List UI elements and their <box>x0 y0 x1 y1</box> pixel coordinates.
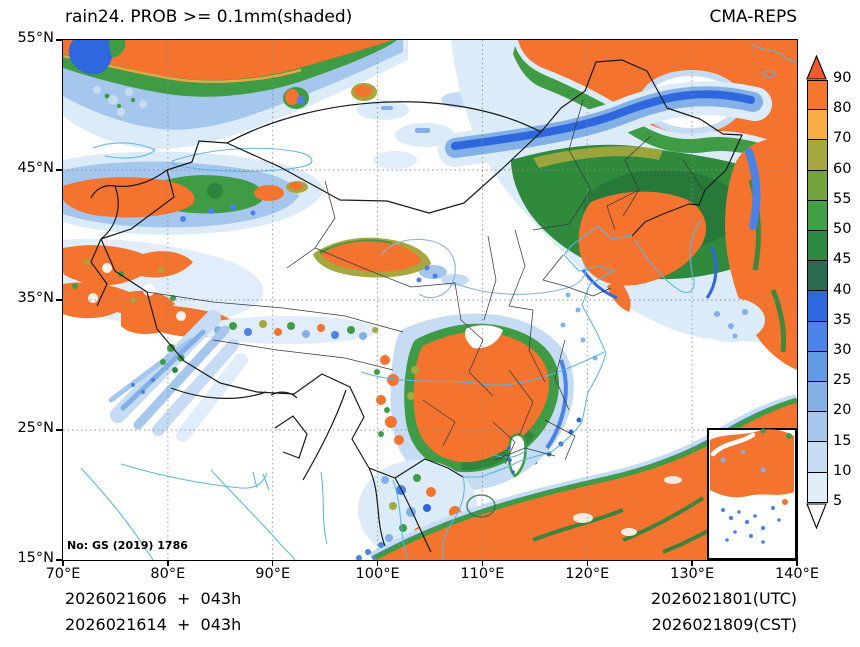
colorbar-tick-label: 20 <box>833 402 852 419</box>
colorbar-cell <box>808 261 827 292</box>
coastline-river-lines <box>80 43 797 560</box>
colorbar-cell <box>808 80 827 111</box>
colorbar-cell <box>808 140 827 171</box>
colorbar-cell <box>808 442 827 473</box>
colorbar-cell <box>808 110 827 141</box>
colorbar-tick-label: 5 <box>833 493 843 509</box>
x-tick-mark <box>272 560 274 566</box>
x-tick-label: 120°E <box>565 566 610 582</box>
south-china-sea-inset <box>707 428 797 560</box>
colorbar-tick-label: 70 <box>833 130 852 147</box>
x-tick-label: 140°E <box>774 566 820 582</box>
colorbar-cell <box>808 231 827 262</box>
y-tick-label: 55°N <box>17 30 54 46</box>
y-tick-label: 35°N <box>17 290 54 306</box>
x-tick-mark <box>167 560 169 566</box>
colorbar-cell <box>808 170 827 201</box>
x-tick-label: 130°E <box>670 566 715 582</box>
y-tick-mark <box>56 169 62 171</box>
national-border-lines <box>90 59 743 553</box>
x-tick-label: 110°E <box>460 566 505 582</box>
colorbar-tick-label: 90 <box>833 70 852 86</box>
province-border-lines <box>146 99 704 465</box>
colorbar-over-arrow <box>806 55 827 80</box>
colorbar-cell <box>808 200 827 232</box>
x-tick-mark <box>376 560 379 566</box>
colorbar-cell <box>808 382 827 413</box>
model-source-label: CMA-REPS <box>709 7 797 27</box>
colorbar-tick-label: 25 <box>833 372 852 389</box>
colorbar-tick-label: 55 <box>833 190 852 207</box>
colorbar-under-arrow <box>806 503 827 529</box>
x-tick-label: 100°E <box>355 566 400 582</box>
colorbar-cell <box>808 291 827 322</box>
valid-time-utc: 2026021801(UTC) <box>651 589 797 608</box>
y-tick-mark <box>56 429 62 431</box>
x-tick-label: 90°E <box>255 566 291 582</box>
colorbar-tick-label: 40 <box>833 281 852 298</box>
colorbar-tick-label: 45 <box>833 251 852 268</box>
yellow-river-line <box>380 238 587 299</box>
x-tick-mark <box>481 560 484 566</box>
x-tick-mark <box>586 560 588 566</box>
colorbar-cell <box>808 412 827 443</box>
x-tick-mark <box>691 560 693 566</box>
colorbar-tick-label: 60 <box>833 160 852 177</box>
valid-time-cst: 2026021809(CST) <box>651 615 797 634</box>
y-tick-label: 45°N <box>17 160 54 176</box>
y-tick-mark <box>56 299 62 301</box>
y-tick-mark <box>56 559 62 561</box>
colorbar-tick-label: 30 <box>833 341 852 358</box>
init-time-utc: 2026021606 + 043h <box>65 589 242 608</box>
x-tick-label: 70°E <box>45 566 81 582</box>
page-title: rain24. PROB >= 0.1mm(shaded) <box>65 7 353 27</box>
y-tick-mark <box>56 39 62 41</box>
colorbar-cell <box>808 321 827 352</box>
colorbar-tick-label: 80 <box>833 100 852 117</box>
colorbar-cell <box>808 472 827 503</box>
colorbar-tick-label: 10 <box>833 462 852 479</box>
colorbar-tick-label: 50 <box>833 221 852 238</box>
init-time-cst: 2026021614 + 043h <box>65 615 242 634</box>
y-tick-label: 15°N <box>17 550 54 566</box>
x-tick-mark <box>62 560 64 566</box>
colorbar-cell <box>808 351 827 383</box>
x-tick-label: 80°E <box>150 566 186 582</box>
x-tick-mark <box>796 560 798 566</box>
colorbar-tick-label: 15 <box>833 432 852 449</box>
colorbar-tick-label: 35 <box>833 311 852 328</box>
license-watermark: No: GS (2019) 1786 <box>67 539 188 552</box>
china-precip-probability-map <box>63 40 797 560</box>
y-tick-label: 25°N <box>17 420 54 436</box>
grid-lines <box>63 40 797 560</box>
colorbar <box>807 80 828 503</box>
